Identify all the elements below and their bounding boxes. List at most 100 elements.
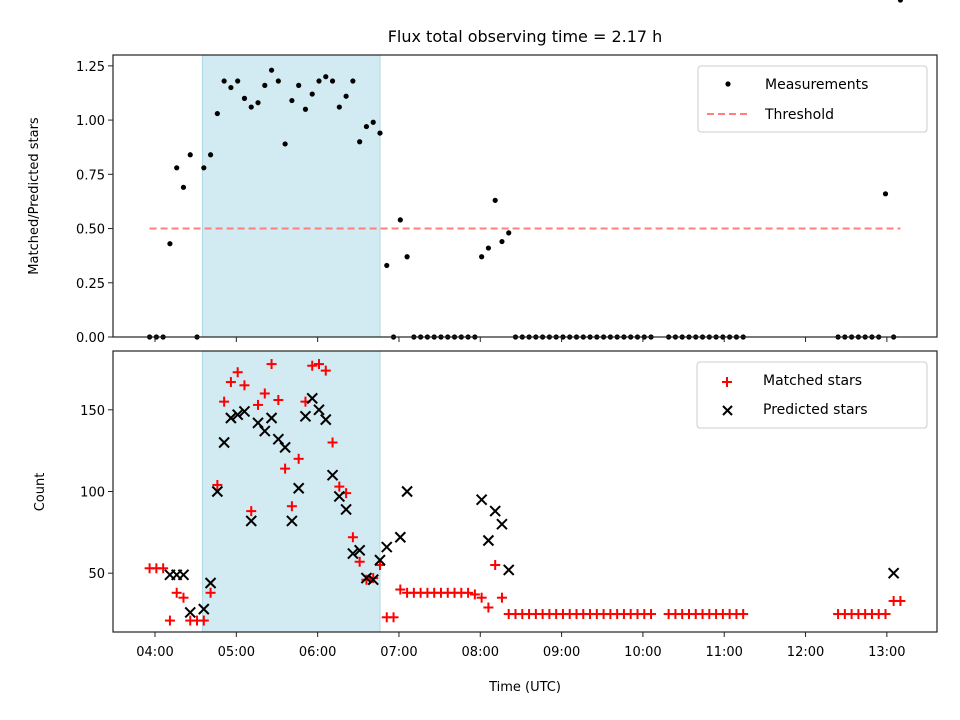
y-tick-label: 0.00 (76, 331, 105, 346)
matched-star-point (164, 615, 175, 626)
bottom-x-ticks: 04:00 05:00 06:00 07:00 08:00 09:00 10:00 11:00… (136, 632, 906, 660)
x-tick-label: 04:00 (136, 645, 173, 660)
predicted-star-point (320, 413, 332, 426)
predicted-star-point (887, 567, 900, 579)
measurement-point (275, 78, 281, 84)
matched-star-point (158, 563, 169, 574)
matched-star-point (496, 592, 507, 603)
bottom-legend: Matched stars Predicted stars (696, 361, 928, 429)
top-y-ticks: 0.00 0.25 0.50 0.75 1.00 1.25 (76, 60, 113, 346)
matched-star-point (320, 365, 331, 376)
matched-star-point (259, 388, 270, 399)
predicted-star-point (401, 485, 413, 498)
predicted-star-point (326, 469, 339, 481)
predicted-star-point (279, 441, 291, 454)
matched-star-point (273, 395, 284, 406)
matched-star-point (239, 380, 250, 391)
measurement-point (506, 230, 512, 236)
measurement-point (350, 78, 356, 84)
measurement-point (309, 91, 315, 97)
measurement-point (499, 238, 505, 245)
predicted-star-point (204, 577, 217, 589)
matched-star-point (361, 574, 372, 585)
legend-label-matched: Matched stars (763, 373, 862, 389)
predicted-star-point (360, 572, 373, 584)
measurement-point (897, 0, 904, 3)
measurement-point (357, 139, 363, 145)
predicted-star-point (286, 515, 298, 527)
predicted-star-point (299, 410, 312, 423)
matched-star-point (246, 506, 257, 517)
matched-star-point (286, 501, 297, 512)
matched-star-point (476, 592, 487, 603)
measurement-point (241, 95, 248, 101)
predicted-star-point (292, 482, 305, 494)
matched-star-point (895, 595, 906, 606)
measurement-point (316, 78, 322, 84)
top-legend-box (697, 65, 928, 133)
measurement-point (492, 197, 498, 203)
x-tick-label: 12:00 (787, 645, 824, 660)
predicted-star-point (333, 490, 346, 503)
measurement-point (296, 82, 302, 88)
predicted-star-point (231, 409, 244, 421)
matched-star-point (469, 589, 480, 600)
chart-title: Flux total observing time = 2.17 h (388, 27, 663, 46)
measurement-point (235, 78, 241, 84)
bottom-legend-box (696, 361, 928, 429)
matched-star-point (171, 587, 182, 598)
legend-label-measurements: Measurements (765, 77, 868, 93)
top-axes-frame (112, 54, 938, 338)
measurement-point (282, 141, 288, 147)
matched-stars-series (144, 359, 906, 626)
predicted-star-point (211, 485, 224, 498)
legend-label-threshold: Threshold (764, 107, 834, 123)
predicted-star-point (347, 547, 359, 560)
measurement-point (397, 217, 403, 223)
predicted-star-point (475, 493, 488, 506)
predicted-star-point (218, 436, 230, 449)
matched-star-point (307, 360, 318, 371)
matched-star-point (880, 609, 891, 620)
x-tick-label: 13:00 (868, 645, 905, 660)
legend-x-icon (722, 405, 733, 416)
matched-star-point (327, 437, 338, 448)
matched-star-point (219, 396, 230, 407)
measurement-point (384, 262, 390, 269)
predicted-star-point (340, 503, 352, 516)
predicted-star-point (225, 412, 237, 424)
matched-star-point (314, 359, 324, 370)
matched-star-point (334, 481, 345, 492)
legend-plus-icon (722, 377, 732, 387)
measurement-point (404, 254, 410, 260)
measurement-point (174, 165, 180, 171)
matched-star-point (280, 463, 291, 474)
matched-star-point (738, 609, 749, 620)
matched-star-point (198, 615, 209, 626)
matched-star-point (266, 359, 277, 370)
measurement-point (289, 97, 295, 104)
observing-window-shade-bottom (201, 350, 381, 633)
matched-star-point (205, 587, 216, 598)
matched-star-point (347, 532, 358, 543)
measurement-point (323, 74, 329, 80)
matched-star-point (490, 560, 501, 571)
predicted-star-point (374, 554, 386, 566)
predicted-star-point (496, 518, 508, 530)
y-tick-label: 50 (88, 567, 105, 582)
predicted-star-point (394, 531, 407, 543)
matched-star-point (368, 573, 379, 584)
y-tick-label: 150 (80, 404, 105, 419)
measurement-point (255, 100, 261, 106)
predicted-star-point (482, 534, 495, 547)
measurement-point (363, 123, 370, 130)
measurement-point (187, 152, 193, 158)
predicted-star-point (184, 606, 196, 619)
x-tick-label: 05:00 (218, 645, 255, 660)
legend-label-predicted: Predicted stars (763, 402, 868, 418)
predicted-star-point (367, 574, 379, 586)
predicted-star-point (245, 515, 257, 527)
bottom-y-ticks: 50 100 150 (80, 404, 113, 582)
x-tick-label: 10:00 (624, 645, 661, 660)
